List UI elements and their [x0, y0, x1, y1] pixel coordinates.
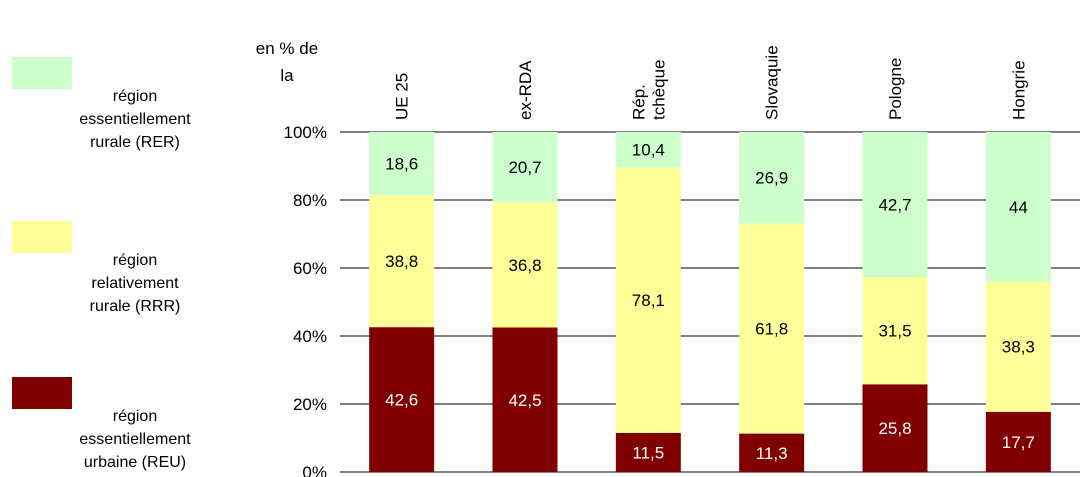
- legend-label: relativement: [91, 275, 179, 292]
- legend-label: rurale (RRR): [90, 298, 181, 315]
- bar-segment: [985, 411, 1051, 472]
- data-label: 11,5: [632, 443, 664, 462]
- bar-segment: [862, 384, 928, 472]
- legend-label: région: [113, 408, 157, 425]
- bar-segment: [615, 132, 681, 168]
- data-label: 20,7: [508, 158, 541, 177]
- data-label: 10,4: [632, 141, 665, 160]
- category-label: UE 25: [393, 73, 412, 120]
- bar-segment: [739, 132, 805, 224]
- bar-segment: [369, 132, 435, 196]
- category-label: ex-RDA: [516, 60, 535, 120]
- data-label: 18,6: [385, 155, 418, 174]
- bar-segment: [985, 132, 1051, 282]
- y-axis-title-line-2: la: [280, 66, 294, 85]
- data-label: 11,3: [756, 444, 788, 463]
- legend-label: essentiellement: [79, 111, 191, 128]
- bar-segment: [492, 132, 558, 203]
- data-label: 42,5: [508, 391, 541, 410]
- data-label: 42,7: [878, 196, 911, 215]
- data-label: 36,8: [508, 256, 541, 275]
- category-label: tchèque: [649, 60, 668, 121]
- bar-segment: [492, 327, 558, 472]
- y-tick-label: 60%: [293, 259, 327, 278]
- data-label: 78,1: [632, 291, 665, 310]
- gridlines: [340, 131, 1080, 473]
- bar-segment: [615, 432, 681, 472]
- bar-segment: [492, 202, 558, 328]
- bar-segment: [369, 195, 435, 328]
- legend-swatch: [12, 221, 72, 253]
- data-label: 17,7: [1002, 433, 1035, 452]
- y-tick-label: 0%: [302, 463, 327, 477]
- data-label: 25,8: [878, 419, 911, 438]
- y-axis: en % de la 0% 20% 40% 60% 80% 100%: [256, 39, 327, 477]
- data-label: 38,3: [1002, 338, 1035, 357]
- y-axis-title-line-1: en % de: [256, 39, 318, 58]
- data-label: 31,5: [878, 322, 911, 341]
- bar-segment: [739, 433, 805, 472]
- bar-segment: [862, 277, 928, 385]
- bar-segment: [369, 327, 435, 472]
- data-label: 61,8: [755, 320, 788, 339]
- data-label: 38,8: [385, 252, 418, 271]
- y-tick-label: 20%: [293, 395, 327, 414]
- category-label: Pologne: [886, 58, 905, 120]
- legend-label: région: [113, 252, 157, 269]
- data-label: 44: [1009, 198, 1028, 217]
- y-tick-label: 80%: [293, 191, 327, 210]
- bars: 42,6 38,8 18,6 42,5 36,8 20,7 11,5 78,1 10,4 11,3…: [369, 132, 1051, 472]
- category-labels: UE 25 ex-RDA Rép. tchèque Slovaquie Pologne Ho…: [393, 45, 1029, 120]
- legend: région essentiellement rurale (RER) région r…: [12, 57, 191, 471]
- legend-swatch: [12, 377, 72, 409]
- bar-segment: [739, 223, 805, 434]
- bar-segment: [615, 167, 681, 433]
- data-label: 26,9: [755, 169, 788, 188]
- category-label: Hongrie: [1009, 60, 1028, 120]
- y-tick-label: 40%: [293, 327, 327, 346]
- legend-label: région: [113, 88, 157, 105]
- category-label: Slovaquie: [763, 45, 782, 120]
- category-label: Rép.: [629, 84, 648, 120]
- data-label: 42,6: [385, 391, 418, 410]
- y-tick-label: 100%: [284, 123, 327, 142]
- bar-segment: [985, 281, 1051, 412]
- bar-segment: [862, 132, 928, 278]
- legend-swatch: [12, 57, 72, 89]
- legend-label: essentiellement: [79, 431, 191, 448]
- legend-label: urbaine (REU): [84, 454, 186, 471]
- legend-label: rurale (RER): [90, 134, 180, 151]
